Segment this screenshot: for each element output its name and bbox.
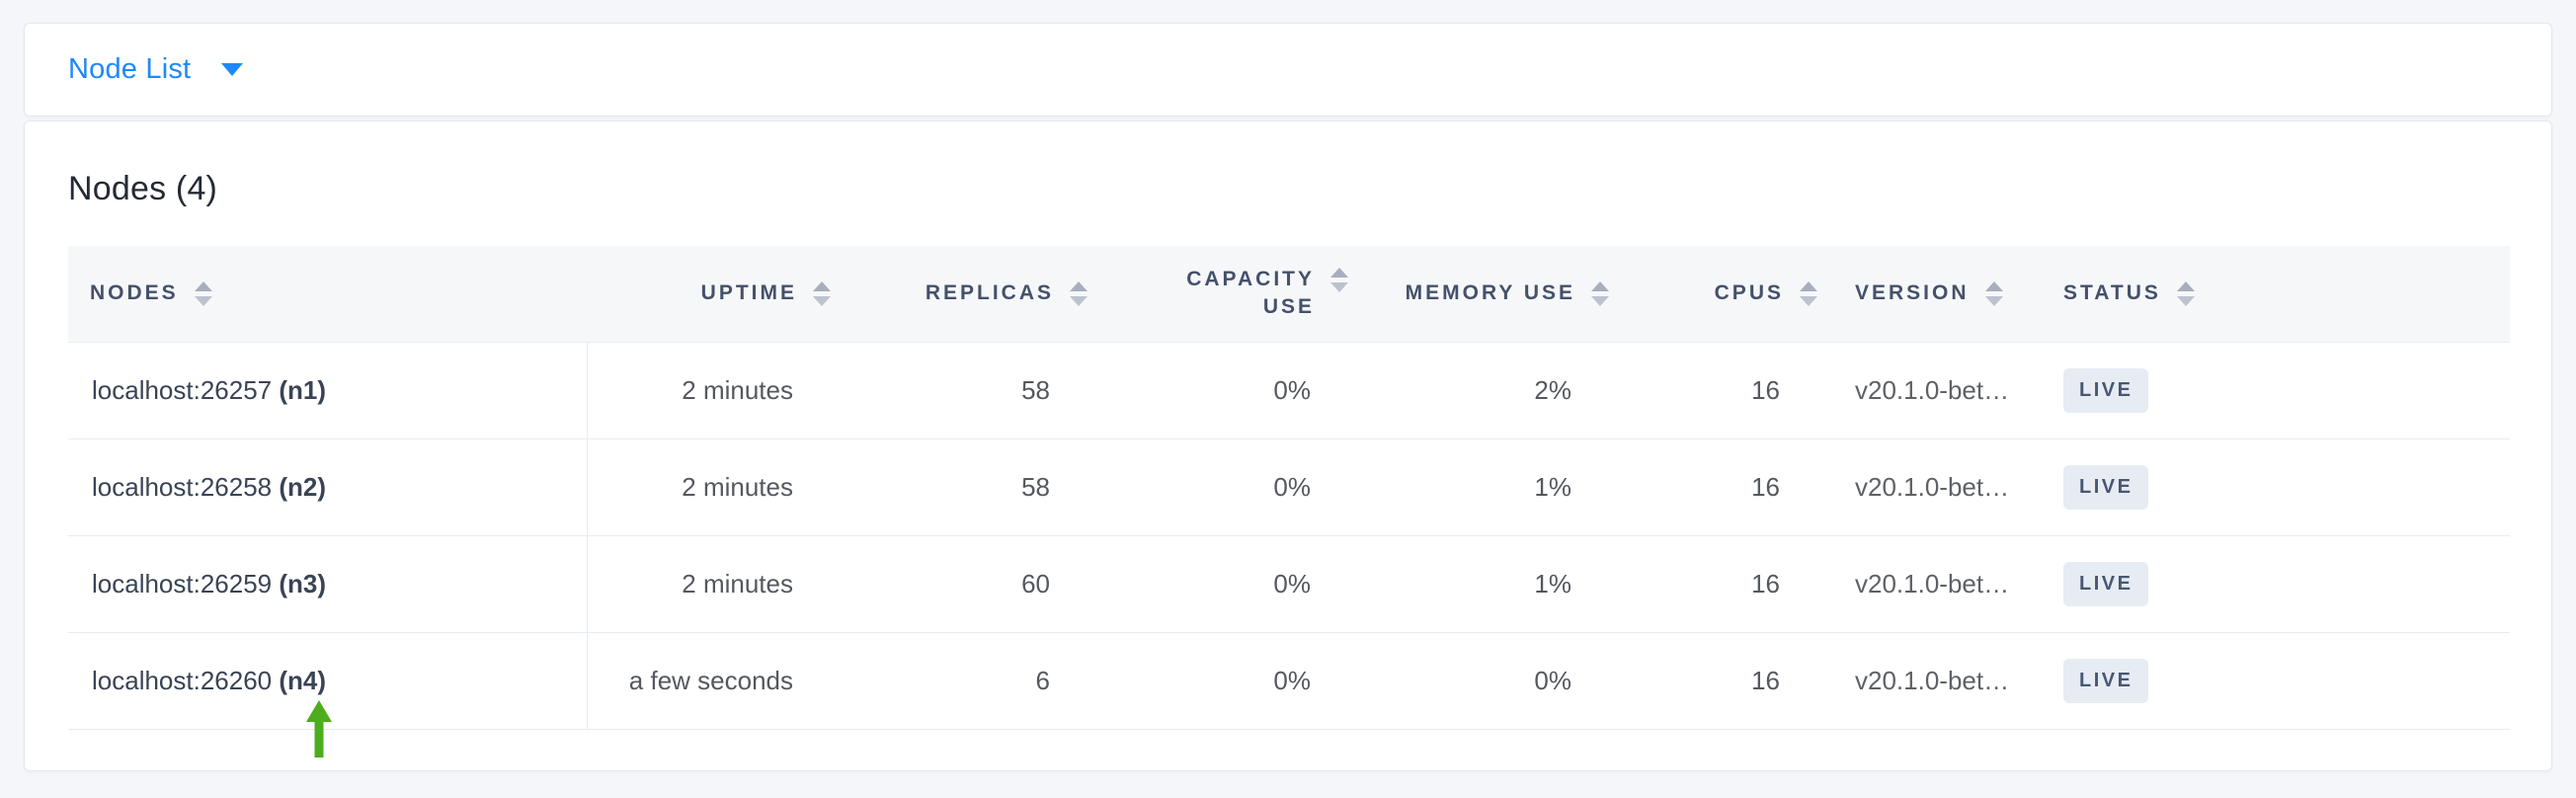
table-row: localhost:26257 (n1) 2 minutes 58 0% 2% … — [68, 341, 2510, 439]
version-cell: v20.1.0-bet… — [1825, 438, 2036, 535]
status-cell: LIVE — [2036, 341, 2510, 439]
uptime-cell: 2 minutes — [587, 534, 839, 632]
column-header-memory-use[interactable]: MEMORY USE — [1356, 246, 1617, 342]
column-header-replicas[interactable]: REPLICAS — [839, 246, 1095, 342]
replicas-cell: 58 — [839, 341, 1095, 439]
node-list-dropdown[interactable]: Node List — [68, 53, 244, 86]
uptime-cell: a few seconds — [587, 631, 839, 730]
sort-icon[interactable] — [1330, 268, 1348, 293]
memory-use-cell: 2% — [1356, 341, 1617, 439]
column-header-status[interactable]: STATUS — [2036, 246, 2510, 342]
column-header-cpus[interactable]: CPUS — [1617, 246, 1825, 342]
nodes-table: NODES UPTIME REPLICAS CAPACITY USE MEMOR… — [68, 246, 2510, 730]
status-cell: LIVE — [2036, 438, 2510, 535]
status-cell: LIVE — [2036, 534, 2510, 632]
status-badge: LIVE — [2063, 658, 2149, 703]
status-badge: LIVE — [2063, 464, 2149, 510]
memory-use-cell: 0% — [1356, 631, 1617, 730]
status-cell: LIVE — [2036, 631, 2510, 730]
node-list-dropdown-label: Node List — [68, 53, 192, 85]
table-header-row: NODES UPTIME REPLICAS CAPACITY USE MEMOR… — [68, 246, 2510, 342]
sort-icon[interactable] — [1800, 280, 1817, 306]
sort-icon[interactable] — [1984, 280, 2003, 306]
replicas-cell: 60 — [839, 534, 1095, 632]
table-row: localhost:26258 (n2) 2 minutes 58 0% 1% … — [68, 438, 2510, 535]
sort-icon[interactable] — [2176, 280, 2195, 306]
node-address-cell: localhost:26258 (n2) — [68, 438, 588, 535]
uptime-cell: 2 minutes — [587, 341, 839, 439]
page-title: Nodes (4) — [68, 170, 218, 207]
nodes-panel: Nodes (4) NODES UPTIME REPLICAS — [24, 120, 2552, 771]
chevron-down-icon — [221, 63, 244, 76]
capacity-use-cell: 0% — [1095, 534, 1356, 632]
uptime-cell: 2 minutes — [587, 438, 839, 535]
column-header-capacity-use[interactable]: CAPACITY USE — [1095, 246, 1356, 342]
capacity-use-cell: 0% — [1095, 631, 1356, 730]
sort-icon[interactable] — [1591, 280, 1609, 306]
version-cell: v20.1.0-bet… — [1825, 534, 2036, 632]
column-header-version[interactable]: VERSION — [1825, 246, 2036, 342]
replicas-cell: 6 — [839, 631, 1095, 730]
node-address-cell: localhost:26259 (n3) — [68, 534, 588, 632]
memory-use-cell: 1% — [1356, 534, 1617, 632]
node-address-cell: localhost:26260 (n4) — [68, 631, 588, 730]
sort-icon[interactable] — [813, 280, 831, 306]
column-header-nodes[interactable]: NODES — [68, 246, 587, 342]
cpus-cell: 16 — [1617, 631, 1825, 730]
status-badge: LIVE — [2063, 561, 2149, 606]
view-selector-bar: Node List — [24, 23, 2552, 117]
annotation-arrow-icon — [306, 700, 332, 758]
capacity-use-cell: 0% — [1095, 438, 1356, 535]
replicas-cell: 58 — [839, 438, 1095, 535]
memory-use-cell: 1% — [1356, 438, 1617, 535]
cpus-cell: 16 — [1617, 438, 1825, 535]
sort-icon[interactable] — [1070, 280, 1087, 306]
capacity-use-cell: 0% — [1095, 341, 1356, 439]
table-row: localhost:26260 (n4) a few seconds 6 0% … — [68, 631, 2510, 730]
cpus-cell: 16 — [1617, 341, 1825, 439]
status-badge: LIVE — [2063, 367, 2149, 413]
version-cell: v20.1.0-bet… — [1825, 631, 2036, 730]
cpus-cell: 16 — [1617, 534, 1825, 632]
node-address-cell: localhost:26257 (n1) — [68, 341, 588, 439]
sort-icon[interactable] — [194, 280, 212, 306]
column-header-uptime[interactable]: UPTIME — [587, 246, 839, 342]
table-row: localhost:26259 (n3) 2 minutes 60 0% 1% … — [68, 534, 2510, 632]
version-cell: v20.1.0-bet… — [1825, 341, 2036, 439]
